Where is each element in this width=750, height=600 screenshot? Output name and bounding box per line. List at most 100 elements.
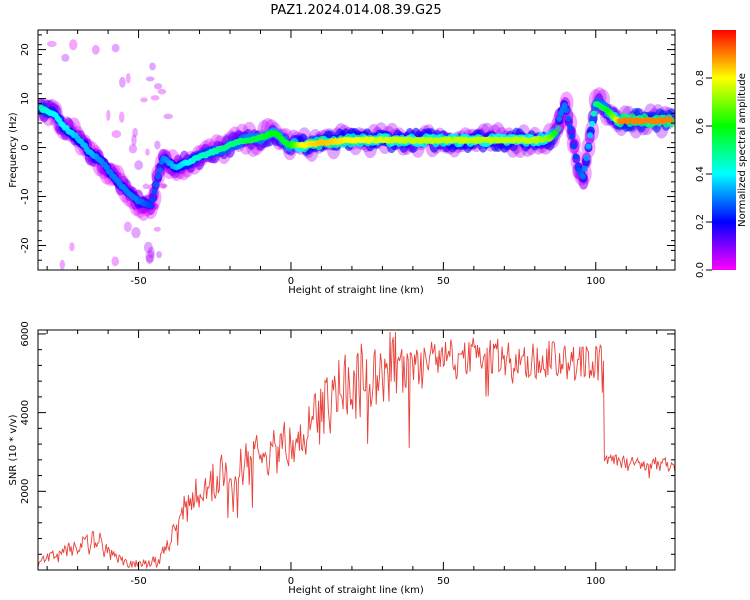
spectrogram-plot-area	[38, 30, 675, 270]
spectrogram-ridge-mark	[149, 196, 156, 203]
spectrogram-ridge-mark	[155, 173, 162, 180]
spectrogram-faint-blob	[158, 183, 168, 189]
spectrogram-ridge-mark	[565, 115, 572, 122]
spectrogram-y-tick-label: 20	[20, 43, 31, 56]
snr-y-axis-label: SNR (10 * v/v)	[8, 414, 19, 485]
spectrogram-ridge-mark	[561, 102, 568, 109]
spectrogram-ridge-mark	[583, 155, 590, 162]
spectrogram-frame	[37, 29, 676, 271]
spectrogram-faint-blob	[160, 183, 167, 189]
colorbar-tick-label: 0.6	[695, 118, 706, 134]
chart-title: PAZ1.2024.014.08.39.G25	[270, 3, 441, 18]
spectrogram-x-tick-label: 50	[437, 276, 450, 287]
snr-x-tick-label: 0	[288, 576, 294, 587]
colorbar: 0.0 0.2 0.4 0.6 0.8 Normalized spectral ampl…	[695, 30, 748, 278]
spectrogram-ticks: -50 0 50 100 -20 -10 0 10 20	[20, 30, 675, 287]
spectrogram-faint-blob	[153, 226, 161, 232]
spectrogram-x-axis-label: Height of straight line (km)	[288, 285, 424, 296]
colorbar-scale	[712, 30, 736, 270]
spectrogram-faint-blob	[163, 113, 173, 120]
spectrogram-faint-blob	[140, 97, 148, 103]
spectrogram-ridge-mark	[570, 143, 577, 150]
spectrogram-ridge-mark	[556, 115, 563, 122]
snr-x-axis-label: Height of straight line (km)	[288, 585, 424, 596]
spectrogram-faint-blob	[150, 95, 160, 101]
spectrogram-ridge-mark	[563, 107, 570, 114]
spectrogram-ridge-mark	[590, 110, 597, 117]
spectrogram-faint-blob	[134, 160, 144, 171]
spectrogram-faint-blob	[143, 241, 153, 254]
snr-x-tick-label: 50	[437, 576, 450, 587]
snr-y-tick-label: 6000	[20, 321, 31, 346]
spectrogram-faint-blob	[147, 246, 155, 259]
snr-x-tick-label: 100	[586, 576, 605, 587]
spectrogram-faint-blob	[128, 144, 138, 154]
spectrogram-faint-blob	[131, 134, 137, 146]
spectrogram-y-tick-label: -20	[20, 237, 31, 253]
spectrogram-faint-blob	[49, 120, 55, 126]
spectrogram-ridge-mark	[587, 132, 594, 139]
spectrogram-ridge-mark	[568, 133, 575, 140]
spectrogram-faint-blob	[69, 39, 78, 51]
spectrogram-faint-blob	[156, 251, 163, 259]
spectrogram-faint-blob	[154, 140, 161, 150]
spectrogram-x-tick-label: -50	[130, 276, 146, 287]
snr-x-tick-label: -50	[130, 576, 146, 587]
spectrogram-faint-blob	[69, 242, 75, 252]
spectrogram-faint-blob	[145, 148, 150, 156]
spectrogram-faint-blob	[106, 109, 111, 121]
colorbar-label: Normalized spectral amplitude	[737, 73, 748, 227]
snr-series-line	[38, 331, 675, 570]
spectrogram-faint-blob	[118, 111, 125, 123]
spectrogram-faint-blob	[111, 43, 120, 53]
spectrogram-faint-blob	[145, 254, 154, 265]
spectrogram-faint-blob	[61, 53, 70, 62]
spectrogram-faint-blob	[119, 76, 126, 88]
spectrogram-faint-blob	[46, 40, 57, 48]
spectrogram-faint-blob	[153, 83, 163, 90]
spectrogram-faint-blob	[125, 72, 131, 84]
spectrogram-faint-blob	[132, 127, 138, 138]
colorbar-tick-label: 0.0	[695, 262, 706, 278]
spectrogram-ridge-mark	[156, 167, 163, 174]
spectrogram-ridge-mark	[585, 143, 592, 150]
colorbar-tick-label: 0.2	[695, 214, 706, 230]
spectrogram-faint-blob	[157, 88, 167, 95]
spectrogram-y-axis-label: Frequency (Hz)	[8, 112, 19, 188]
spectrogram-marks	[38, 39, 675, 270]
spectrogram-faint-blob	[91, 45, 100, 55]
snr-ticks: -50 0 50 100 2000 4000 6000	[20, 321, 675, 587]
spectrogram-faint-blob	[131, 227, 141, 239]
spectrogram-faint-blob	[145, 76, 155, 82]
snr-panel: -50 0 50 100 2000 4000 6000 Height of straight…	[8, 321, 676, 596]
spectrogram-faint-blob	[111, 256, 119, 267]
spectrogram-x-tick-label: 100	[586, 276, 605, 287]
snr-marks	[38, 331, 675, 570]
spectrogram-ridge-mark	[151, 188, 158, 195]
spectrogram-faint-blob	[59, 259, 65, 270]
colorbar-ticks: 0.0 0.2 0.4 0.6 0.8	[695, 70, 712, 278]
spectrogram-ridge-mark	[567, 124, 574, 131]
spectrogram-ridge-mark	[555, 125, 562, 132]
colorbar-tick-label: 0.4	[695, 166, 706, 182]
spectrogram-faint-blob	[149, 62, 156, 71]
spectrogram-ridge-mark	[667, 116, 674, 123]
snr-frame	[37, 329, 676, 571]
spectrogram-faint-blob	[111, 130, 122, 138]
spectrogram-ridge-mark	[589, 120, 596, 127]
spectrogram-ridge-mark	[579, 173, 586, 180]
spectrogram-ridge-mark	[153, 181, 160, 188]
spectrogram-y-tick-label: -10	[20, 188, 31, 204]
spectrogram-ridge-mark	[581, 165, 588, 172]
spectrogram-panel: -50 0 50 100 -20 -10 0 10 20 Height of straight …	[8, 29, 676, 296]
snr-y-tick-label: 4000	[20, 400, 31, 425]
snr-y-tick-label: 2000	[20, 479, 31, 504]
spectrogram-ridge-mark	[572, 153, 579, 160]
spectrogram-y-tick-label: 0	[20, 144, 31, 150]
spectrogram-faint-blob	[142, 183, 150, 190]
spectrogram-faint-blob	[145, 250, 155, 263]
spectrogram-x-tick-label: 0	[288, 276, 294, 287]
colorbar-tick-label: 0.8	[695, 70, 706, 86]
spectrogram-faint-blob	[123, 221, 132, 233]
